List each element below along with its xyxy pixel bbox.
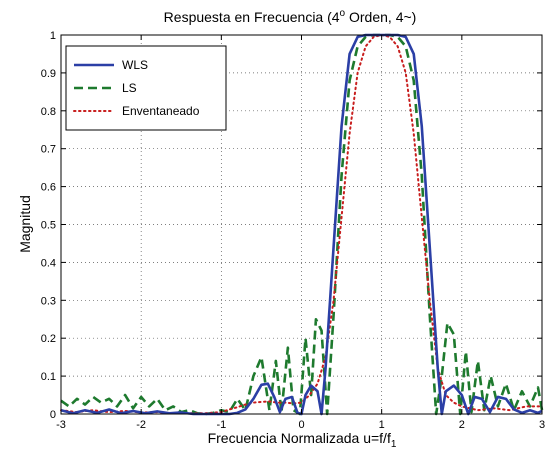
y-axis-label: Magnitud bbox=[17, 195, 33, 253]
x-tick-label: 0 bbox=[298, 419, 304, 431]
y-tick-label: 0.6 bbox=[41, 182, 56, 194]
series-group bbox=[60, 33, 544, 416]
legend-label-enventaneado: Enventaneado bbox=[122, 104, 200, 118]
x-tick-label: -2 bbox=[136, 419, 146, 431]
y-tick-label: 0.4 bbox=[41, 257, 56, 269]
x-tick-label: 2 bbox=[459, 419, 465, 431]
y-tick-label: 0.8 bbox=[41, 106, 56, 118]
y-tick-label: 0.2 bbox=[41, 333, 56, 345]
x-axis-label: Frecuencia Normalizada u=f/f1 bbox=[208, 430, 397, 450]
x-tick-label: -1 bbox=[216, 419, 226, 431]
series-line-ls bbox=[60, 33, 544, 416]
x-tick-label: 3 bbox=[539, 419, 545, 431]
grid bbox=[61, 35, 542, 414]
x-tick-label: 1 bbox=[379, 419, 385, 431]
y-tick-label: 0 bbox=[50, 409, 56, 421]
x-axis-label-subscript: 1 bbox=[391, 439, 397, 450]
series-line-wls bbox=[60, 33, 543, 416]
ticks: -3 -2 -1 0 1 2 3 0 0.1 0.2 0.3 0.4 0.5 0.6 0.7 0.8 0.9 1 bbox=[41, 30, 545, 431]
y-tick-label: 0.5 bbox=[41, 220, 56, 232]
y-tick-label: 0.1 bbox=[41, 371, 56, 383]
y-tick-label: 1 bbox=[50, 30, 56, 42]
x-tick-label: -3 bbox=[56, 419, 66, 431]
chart-title-superscript: o bbox=[340, 8, 346, 19]
legend-label-ls: LS bbox=[122, 81, 137, 95]
chart-title: Respuesta en Frecuencia (4o Orden, 4~) bbox=[164, 8, 417, 25]
y-tick-label: 0.7 bbox=[41, 144, 56, 156]
y-tick-label: 0.9 bbox=[41, 68, 56, 80]
legend: WLS LS Enventaneado bbox=[65, 45, 227, 131]
legend-label-wls: WLS bbox=[122, 58, 148, 72]
y-tick-label: 0.3 bbox=[41, 295, 56, 307]
